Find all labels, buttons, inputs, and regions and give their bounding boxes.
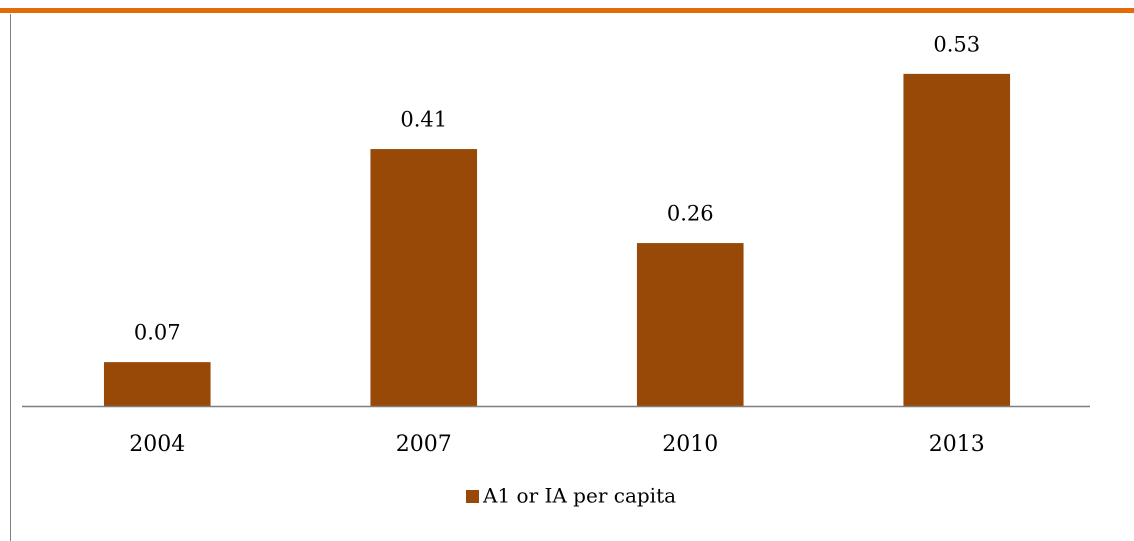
header-rule <box>0 8 1134 13</box>
legend-label: A1 or IA per capita <box>482 484 676 508</box>
data-label: 0.41 <box>400 108 447 132</box>
bar <box>370 149 478 407</box>
data-label: 0.26 <box>667 202 714 226</box>
x-tick-label: 2010 <box>662 432 718 457</box>
bar <box>103 362 211 406</box>
data-label: 0.53 <box>933 32 980 56</box>
x-tick-label: 2004 <box>129 432 185 457</box>
bar <box>903 73 1011 406</box>
legend-swatch <box>466 490 479 503</box>
data-label: 0.07 <box>134 321 181 345</box>
x-tick-label: 2007 <box>396 432 452 457</box>
bar <box>636 243 744 406</box>
x-tick-label: 2013 <box>929 432 985 457</box>
